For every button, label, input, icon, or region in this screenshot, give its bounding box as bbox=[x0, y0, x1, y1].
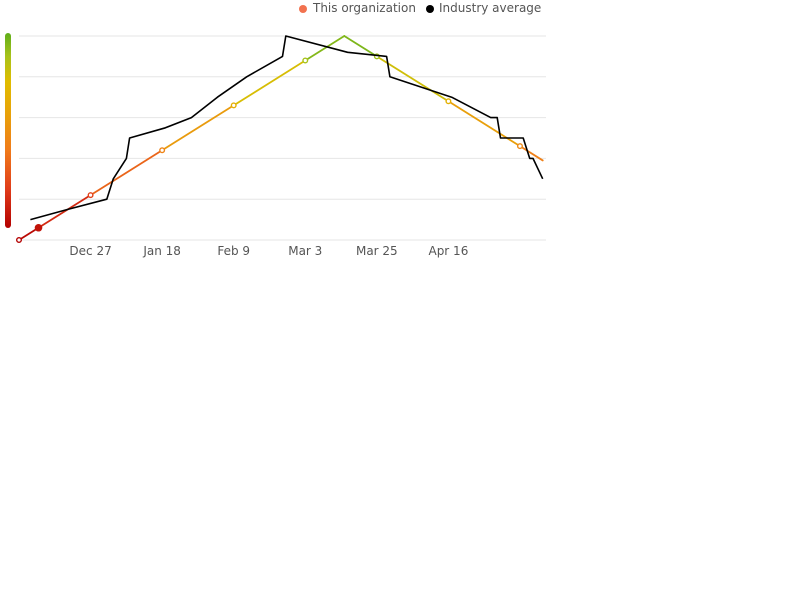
series-segment bbox=[161, 104, 235, 152]
series-segment bbox=[375, 55, 450, 103]
data-point bbox=[230, 102, 237, 109]
x-tick-label: Mar 3 bbox=[288, 244, 322, 258]
series-segment bbox=[343, 35, 378, 58]
legend-label-industry-average: Industry average bbox=[439, 1, 541, 15]
series-industry-average bbox=[30, 35, 544, 221]
series-segment bbox=[304, 35, 346, 62]
series-segment bbox=[18, 226, 40, 241]
legend-marker-this-organization bbox=[299, 5, 307, 13]
series-segment bbox=[447, 100, 521, 148]
legend: This organization Industry average bbox=[299, 1, 541, 15]
x-tick-label: Feb 9 bbox=[217, 244, 250, 258]
series-line bbox=[30, 35, 544, 221]
series-segment bbox=[232, 59, 307, 107]
series-segment bbox=[519, 145, 544, 162]
series-segment bbox=[37, 194, 92, 229]
x-tick-label: Mar 25 bbox=[356, 244, 398, 258]
x-axis-ticks: Dec 27 Jan 18 Feb 9 Mar 3 Mar 25 Apr 16 bbox=[69, 244, 468, 258]
data-point bbox=[516, 143, 523, 150]
color-scale-bar bbox=[5, 33, 11, 228]
data-point bbox=[159, 147, 166, 154]
legend-marker-industry-average bbox=[426, 5, 434, 13]
grid bbox=[19, 35, 546, 241]
data-point bbox=[87, 192, 94, 199]
x-tick-label: Jan 18 bbox=[142, 244, 181, 258]
x-tick-label: Dec 27 bbox=[69, 244, 111, 258]
series-segment bbox=[89, 149, 164, 197]
data-point bbox=[445, 98, 452, 105]
x-tick-label: Apr 16 bbox=[428, 244, 468, 258]
highlight-point bbox=[34, 223, 43, 232]
data-point bbox=[302, 57, 309, 64]
legend-label-this-organization: This organization bbox=[312, 1, 416, 15]
series-this-organization bbox=[16, 35, 544, 243]
data-point bbox=[16, 236, 23, 243]
